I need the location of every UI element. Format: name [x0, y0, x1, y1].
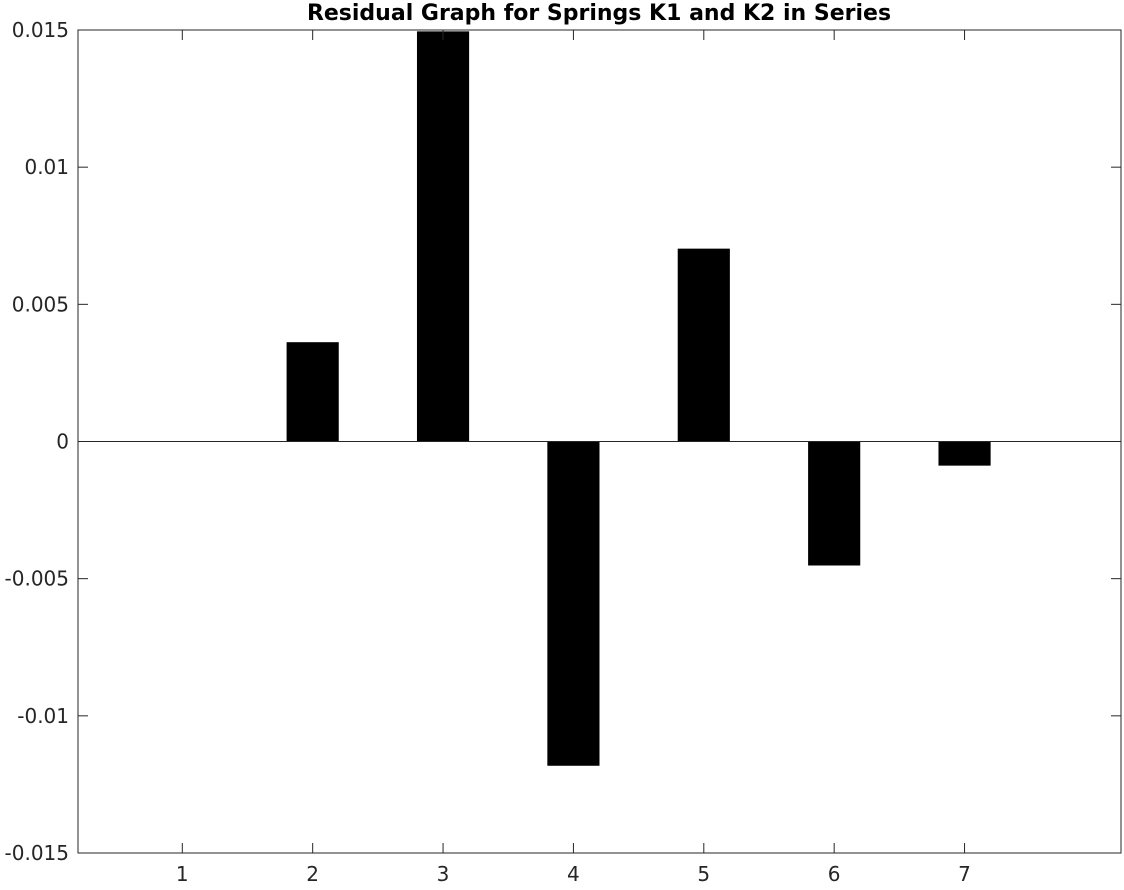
y-tick-label: -0.015 [5, 841, 69, 865]
bar-2 [286, 342, 339, 442]
x-tick-label: 1 [176, 862, 189, 885]
x-tick-label: 7 [958, 862, 971, 885]
bar-5 [677, 248, 730, 442]
axes-group: -0.015 -0.01 -0.005 0 0.005 0.01 0.015 1 2 3 4 5 6 7 [5, 18, 1122, 886]
x-tick-label: 5 [697, 862, 710, 885]
chart-title: Residual Graph for Springs K1 and K2 in … [307, 1, 891, 26]
y-tick-label: 0.005 [12, 292, 69, 316]
y-tick-label: 0.015 [12, 18, 69, 42]
y-tick-label: -0.005 [5, 567, 69, 591]
bar-4 [547, 441, 600, 766]
x-tick-label: 4 [567, 862, 580, 885]
bar-6 [808, 441, 861, 566]
bar-7 [938, 441, 991, 466]
y-tick-label: 0 [56, 430, 69, 454]
bar-3 [416, 31, 470, 442]
x-tick-label: 3 [437, 862, 450, 885]
bars-group [156, 31, 991, 766]
y-tick-label: 0.01 [24, 155, 69, 179]
y-tick-label: -0.01 [17, 704, 69, 728]
x-tick-label: 2 [306, 862, 319, 885]
x-tick-label: 6 [828, 862, 841, 885]
